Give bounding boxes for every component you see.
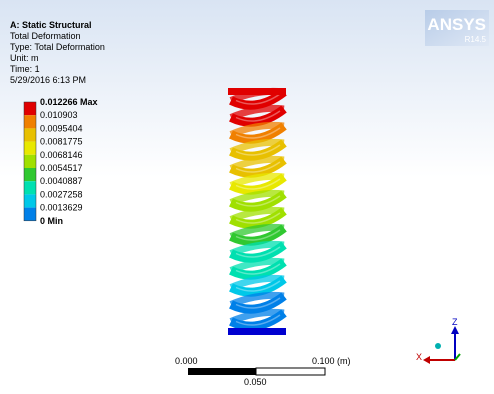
header-line: Type: Total Deformation xyxy=(10,42,105,52)
triad-x-label: X xyxy=(416,352,422,362)
legend-swatch xyxy=(24,155,36,168)
legend-label: 0.0013629 xyxy=(40,203,83,213)
header-line: Time: 1 xyxy=(10,64,40,74)
scale-bar-light xyxy=(256,368,325,375)
legend-swatch xyxy=(24,208,36,221)
legend-label: 0.0095404 xyxy=(40,123,83,133)
legend-label: 0.012266 Max xyxy=(40,97,98,107)
legend-label: 0.0054517 xyxy=(40,163,83,173)
spring-end-bottom xyxy=(228,328,286,335)
header-line: 5/29/2016 6:13 PM xyxy=(10,75,86,85)
legend-swatch xyxy=(24,128,36,141)
legend-label: 0.0027258 xyxy=(40,189,83,199)
legend-swatch xyxy=(24,115,36,128)
logo-name: ANSYS xyxy=(427,15,486,34)
legend-label: 0 Min xyxy=(40,216,63,226)
legend-label: 0.0040887 xyxy=(40,176,83,186)
legend-swatch xyxy=(24,194,36,207)
triad-z-label: Z xyxy=(452,317,458,327)
legend-swatch xyxy=(24,102,36,115)
legend-label: 0.010903 xyxy=(40,110,78,120)
legend-label: 0.0068146 xyxy=(40,150,83,160)
header-title: A: Static Structural xyxy=(10,20,92,30)
viewport: ANSYS R14.5 A: Static Structural 0.000 0… xyxy=(0,0,494,394)
logo-version: R14.5 xyxy=(465,35,487,44)
legend-swatch xyxy=(24,181,36,194)
scale-start: 0.000 xyxy=(175,356,198,366)
scale-mid: 0.050 xyxy=(244,377,267,387)
spring-end-top xyxy=(228,88,286,95)
legend-swatch xyxy=(24,142,36,155)
triad-dot xyxy=(435,343,441,349)
header-line: Total Deformation xyxy=(10,31,81,41)
legend-swatch xyxy=(24,168,36,181)
header-line: Unit: m xyxy=(10,53,39,63)
scale-end: 0.100 (m) xyxy=(312,356,351,366)
scale-bar-dark xyxy=(188,368,256,375)
legend-label: 0.0081775 xyxy=(40,137,83,147)
